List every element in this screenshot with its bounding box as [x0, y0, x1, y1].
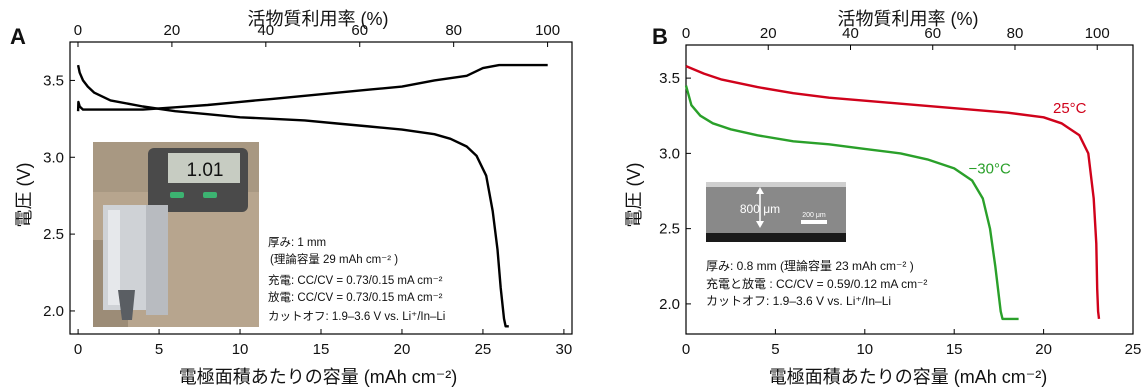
- panel-a: A 活物質利用率 (%) 電極面積あたりの容量 (mAh cm⁻²) 電圧 (V…: [10, 9, 573, 387]
- sem-thickness-label: 800 μm: [740, 202, 780, 216]
- panel-a-x-tick-label: 5: [155, 341, 163, 358]
- panel-a-y-tick-label: 2.0: [43, 303, 64, 320]
- panel-a-letter: A: [10, 24, 26, 49]
- sem-top-edge: [706, 182, 846, 187]
- annotation-a-capacity: (理論容量 29 mAh cm⁻² ): [270, 252, 398, 266]
- panel-a-x-tick-label: 25: [475, 341, 492, 358]
- panel-a-y-tick-label: 3.0: [43, 149, 64, 166]
- annotation-b-thickness: 厚み: 0.8 mm (理論容量 23 mAh cm⁻² ): [706, 258, 914, 273]
- caliper-reading: 1.01: [187, 160, 224, 181]
- panel-b-x2-tick-label: 60: [924, 25, 941, 42]
- panel-b-letter: B: [652, 24, 668, 49]
- panel-b-x-tick-label: 15: [946, 341, 963, 358]
- panel-b-x-tick-label: 10: [856, 341, 873, 358]
- panel-a-top-axis-title: 活物質利用率 (%): [248, 9, 389, 29]
- panel-b-y-tick-label: 3.5: [659, 70, 680, 87]
- annotation-b-charge-discharge: 充電と放電 : CC/CV = 0.59/0.12 mA cm⁻²: [706, 276, 927, 291]
- panel-a-bottom-axis-title: 電極面積あたりの容量 (mAh cm⁻²): [179, 367, 458, 387]
- panel-a-x2-tick-label: 40: [257, 22, 274, 39]
- panel-b-x-tick-label: 20: [1035, 341, 1052, 358]
- panel-a-inset-photo: 1.01: [93, 142, 259, 327]
- panel-b-plot-frame: [685, 44, 1134, 335]
- panel-b-y-tick-label: 3.0: [659, 145, 680, 162]
- sem-texture: [706, 187, 846, 233]
- panel-a-y-tick-label: 2.5: [43, 226, 64, 243]
- panel-b-top-axis-title: 活物質利用率 (%): [838, 9, 979, 29]
- panel-b-series-line-1: [684, 85, 1019, 321]
- panel-a-x-tick-label: 0: [74, 341, 82, 358]
- sem-arrow-head-bottom: [756, 221, 764, 228]
- caliper-jaw: [118, 290, 135, 320]
- panel-a-y-tick-label: 3.5: [43, 72, 64, 89]
- panel-b-y-tick-label: 2.5: [659, 221, 680, 238]
- series-label-minus30c: −30°C: [969, 160, 1011, 177]
- panel-b-x2-tick-label: 80: [1007, 25, 1024, 42]
- panel-b-x2-tick-label: 0: [682, 25, 690, 42]
- panel-b-y-axis-title: 電圧 (V): [624, 163, 644, 228]
- panel-b-x2-tick-label: 40: [842, 25, 859, 42]
- caliper-beam-highlight: [108, 210, 120, 305]
- panel-b-bottom-axis-title: 電極面積あたりの容量 (mAh cm⁻²): [769, 367, 1048, 387]
- panel-a-x2-tick-label: 20: [164, 22, 181, 39]
- panel-a-x2-tick-label: 100: [535, 22, 560, 39]
- caliper-on-off-button: [170, 192, 184, 198]
- sem-arrow-head-top: [756, 187, 764, 194]
- panel-a-x-tick-label: 10: [232, 341, 249, 358]
- panel-b-y-tick-label: 2.0: [659, 296, 680, 313]
- annotation-a-discharge: 放電: CC/CV = 0.73/0.15 mA cm⁻²: [268, 290, 443, 304]
- panel-a-x2-tick-label: 0: [74, 22, 82, 39]
- annotation-a-cutoff: カットオフ: 1.9–3.6 V vs. Li⁺/In–Li: [268, 310, 445, 323]
- panel-b-x-tick-label: 5: [771, 341, 779, 358]
- sem-scale-bar: [801, 220, 827, 224]
- panel-a-x-tick-label: 20: [394, 341, 411, 358]
- panel-b-annotations: 厚み: 0.8 mm (理論容量 23 mAh cm⁻² ) 充電と放電 : C…: [706, 258, 927, 308]
- caliper-zero-button: [203, 192, 217, 198]
- panel-a-x2-tick-label: 80: [445, 22, 462, 39]
- panel-a-x2-tick-label: 60: [351, 22, 368, 39]
- annotation-b-cutoff: カットオフ: 1.9–3.6 V vs. Li⁺/In–Li: [706, 294, 891, 308]
- caliper-slider: [146, 205, 168, 315]
- annotation-a-thickness: 厚み: 1 mm: [268, 236, 326, 249]
- panel-b: B 活物質利用率 (%) 電極面積あたりの容量 (mAh cm⁻²) 電圧 (V…: [624, 9, 1141, 387]
- series-label-25c: 25°C: [1053, 100, 1087, 117]
- annotation-a-charge: 充電: CC/CV = 0.73/0.15 mA cm⁻²: [268, 273, 443, 287]
- panel-b-series-line-0: [685, 64, 1101, 320]
- sem-info-bar: [706, 233, 846, 242]
- panel-a-series-charge: [76, 63, 548, 112]
- panel-a-series-discharge: [76, 64, 509, 328]
- panel-a-y-axis-title: 電圧 (V): [14, 163, 34, 228]
- panel-b-x2-tick-label: 20: [760, 25, 777, 42]
- sem-scale-bar-label: 200 μm: [802, 212, 826, 219]
- panel-a-x-tick-label: 15: [313, 341, 330, 358]
- panel-a-x-tick-label: 30: [556, 341, 573, 358]
- panel-b-x-tick-label: 25: [1125, 341, 1142, 358]
- panel-b-inset-sem: 800 μm 200 μm: [706, 182, 846, 242]
- caliper-display: [168, 153, 240, 183]
- panel-b-x-tick-label: 0: [682, 341, 690, 358]
- panel-b-x2-tick-label: 100: [1085, 25, 1110, 42]
- panel-a-annotations: 厚み: 1 mm (理論容量 29 mAh cm⁻² ) 充電: CC/CV =…: [268, 236, 445, 323]
